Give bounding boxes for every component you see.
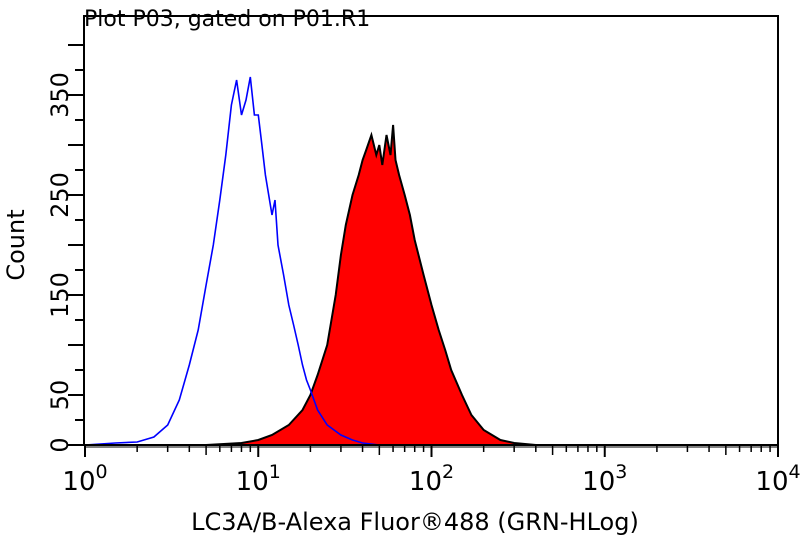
chart-title: Plot P03, gated on P01.R1: [84, 7, 370, 32]
y-tick-label: 0: [46, 437, 74, 452]
x-tick-label: 104: [755, 461, 800, 497]
plot-area: [84, 76, 778, 446]
x-tick-label: 103: [582, 461, 627, 497]
y-axis-label: Count: [2, 209, 30, 280]
y-tick-label: 350: [46, 72, 74, 118]
y-tick-label: 150: [46, 272, 74, 318]
filled-histogram-outline: [85, 124, 778, 446]
y-tick-label: 50: [46, 380, 74, 411]
x-axis-label: LC3A/B-Alexa Fluor®488 (GRN-HLog): [191, 508, 639, 536]
filled-histogram-area: [85, 125, 778, 445]
y-tick-label: 250: [46, 172, 74, 218]
outline-histogram-line: [84, 76, 380, 446]
x-tick-label: 101: [236, 461, 281, 497]
x-axis: 100 101 102 103 104: [62, 445, 800, 497]
y-axis: 0 50 150 250 350: [46, 44, 85, 453]
x-tick-label: 100: [62, 461, 107, 497]
x-tick-label: 102: [409, 461, 454, 497]
